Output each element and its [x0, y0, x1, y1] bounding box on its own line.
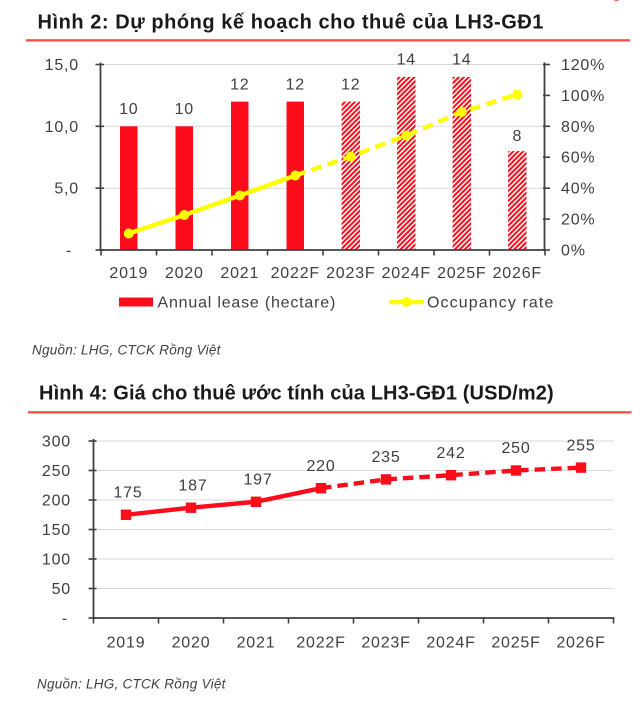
svg-text:197: 197 — [243, 472, 272, 489]
svg-text:220: 220 — [306, 458, 335, 475]
svg-text:Annual lease (hectare): Annual lease (hectare) — [158, 295, 337, 312]
svg-text:2020: 2020 — [165, 265, 204, 282]
svg-text:60%: 60% — [561, 150, 595, 167]
svg-text:12: 12 — [286, 76, 305, 93]
svg-text:100: 100 — [42, 552, 71, 569]
svg-text:2023F: 2023F — [326, 265, 375, 282]
svg-text:Occupancy rate: Occupancy rate — [427, 295, 554, 312]
svg-text:Nguồn: LHG, CTCK Rồng Việt: Nguồn: LHG, CTCK Rồng Việt — [32, 343, 222, 358]
svg-text:2025F: 2025F — [437, 265, 486, 282]
svg-text:14: 14 — [452, 52, 471, 69]
svg-text:80%: 80% — [561, 119, 595, 136]
svg-text:12: 12 — [341, 76, 360, 93]
svg-text:20%: 20% — [561, 212, 595, 229]
svg-text:2022F: 2022F — [296, 635, 345, 652]
svg-text:2023F: 2023F — [361, 635, 410, 652]
svg-text:5,0: 5,0 — [54, 181, 79, 198]
svg-text:10: 10 — [175, 101, 194, 118]
svg-text:8: 8 — [512, 128, 522, 145]
svg-text:300: 300 — [42, 434, 71, 451]
svg-text:2022F: 2022F — [271, 265, 320, 282]
svg-text:2025F: 2025F — [491, 635, 540, 652]
svg-text:120%: 120% — [561, 57, 605, 74]
svg-text:14: 14 — [397, 52, 416, 69]
svg-text:2026F: 2026F — [556, 635, 605, 652]
svg-text:2024F: 2024F — [426, 635, 475, 652]
svg-text:50: 50 — [52, 581, 71, 598]
svg-text:15,0: 15,0 — [45, 57, 79, 74]
svg-text:2021: 2021 — [220, 265, 259, 282]
svg-text:Hình 4: Giá cho thuê ước tính: Hình 4: Giá cho thuê ước tính của LH3-GĐ… — [39, 383, 554, 405]
svg-text:235: 235 — [371, 449, 400, 466]
svg-text:100%: 100% — [561, 88, 605, 105]
svg-text:10: 10 — [119, 101, 138, 118]
svg-text:Hình 2: Dự phóng kế hoạch cho: Hình 2: Dự phóng kế hoạch cho thuê của L… — [38, 12, 544, 34]
svg-text:242: 242 — [436, 445, 465, 462]
svg-text:250: 250 — [501, 440, 530, 457]
svg-text:2024F: 2024F — [382, 265, 431, 282]
svg-text:40%: 40% — [561, 181, 595, 198]
svg-text:250: 250 — [42, 463, 71, 480]
svg-text:187: 187 — [178, 477, 207, 494]
svg-text:175: 175 — [113, 485, 142, 502]
svg-text:2021: 2021 — [237, 635, 276, 652]
svg-text:10,0: 10,0 — [45, 119, 79, 136]
svg-text:12: 12 — [230, 76, 249, 93]
svg-text:Nguồn: LHG, CTCK Rồng Việt: Nguồn: LHG, CTCK Rồng Việt — [37, 677, 227, 692]
svg-text:-: - — [62, 611, 68, 628]
svg-text:-: - — [66, 243, 72, 260]
svg-text:200: 200 — [42, 493, 71, 510]
svg-text:0%: 0% — [561, 243, 586, 260]
svg-text:2026F: 2026F — [493, 265, 542, 282]
svg-text:255: 255 — [566, 437, 595, 454]
svg-text:2019: 2019 — [107, 635, 146, 652]
svg-text:2020: 2020 — [172, 635, 211, 652]
svg-text:2019: 2019 — [109, 265, 148, 282]
svg-text:150: 150 — [42, 522, 71, 539]
